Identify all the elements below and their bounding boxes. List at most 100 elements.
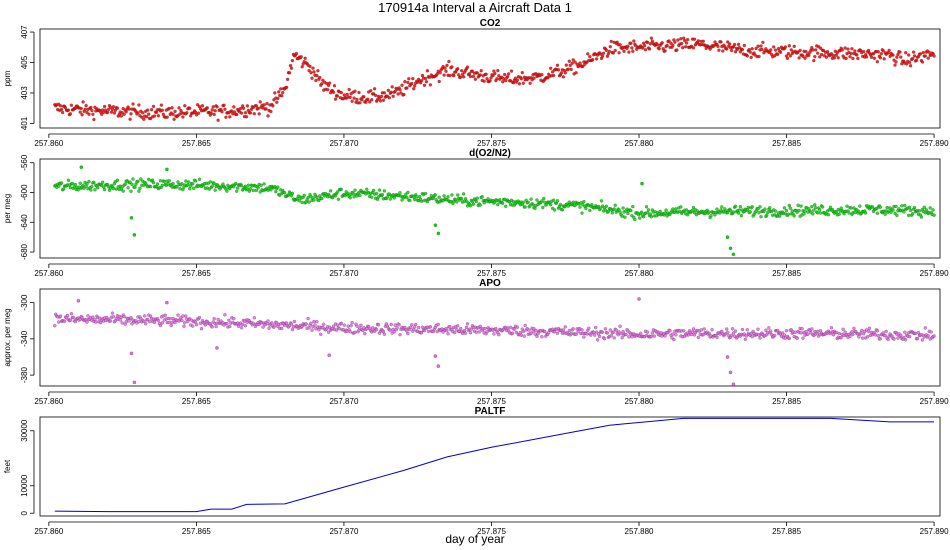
data-point bbox=[639, 210, 644, 214]
data-point bbox=[287, 71, 292, 75]
data-point bbox=[754, 46, 758, 51]
data-point bbox=[847, 211, 851, 215]
data-point bbox=[592, 330, 596, 335]
data-point bbox=[248, 111, 253, 115]
data-point bbox=[848, 334, 852, 338]
data-point bbox=[397, 323, 401, 327]
x-tick-label: 257.860 bbox=[34, 269, 63, 278]
data-point bbox=[549, 66, 553, 70]
data-point bbox=[152, 114, 157, 118]
data-point bbox=[131, 102, 135, 106]
data-point bbox=[904, 51, 908, 55]
data-point bbox=[824, 55, 829, 59]
data-point bbox=[275, 100, 279, 104]
data-point bbox=[381, 98, 386, 102]
data-point bbox=[608, 328, 612, 332]
data-point bbox=[468, 74, 473, 79]
data-point bbox=[859, 331, 863, 335]
data-point bbox=[169, 323, 173, 328]
data-point bbox=[604, 204, 609, 208]
data-point bbox=[90, 184, 94, 189]
data-point bbox=[474, 330, 478, 334]
data-point bbox=[649, 334, 654, 339]
data-point bbox=[456, 67, 460, 71]
data-point bbox=[563, 71, 567, 75]
data-point bbox=[312, 319, 316, 324]
data-point bbox=[269, 109, 273, 114]
data-point bbox=[240, 322, 245, 327]
x-tick-label: 257.860 bbox=[34, 139, 63, 148]
data-point bbox=[413, 197, 417, 202]
data-point bbox=[621, 206, 625, 210]
data-point bbox=[385, 195, 389, 199]
data-point bbox=[650, 331, 655, 335]
data-point bbox=[100, 183, 104, 188]
data-point bbox=[228, 324, 232, 329]
data-point bbox=[151, 104, 156, 109]
data-point bbox=[319, 332, 323, 336]
data-point bbox=[388, 328, 392, 332]
data-point bbox=[327, 353, 331, 357]
data-point bbox=[347, 87, 351, 92]
data-point bbox=[419, 331, 424, 335]
data-point bbox=[865, 335, 870, 339]
data-point bbox=[900, 204, 904, 208]
data-point bbox=[586, 52, 590, 56]
data-point bbox=[787, 44, 791, 48]
data-point bbox=[675, 48, 679, 52]
data-point bbox=[346, 191, 350, 196]
data-point bbox=[858, 204, 862, 208]
data-point bbox=[307, 200, 311, 204]
data-point bbox=[197, 177, 202, 181]
data-point bbox=[519, 77, 523, 81]
data-point bbox=[86, 314, 90, 318]
data-point bbox=[733, 329, 738, 333]
data-point bbox=[591, 58, 595, 62]
data-point bbox=[497, 74, 501, 78]
data-point bbox=[843, 46, 847, 50]
data-point bbox=[551, 73, 556, 78]
data-point bbox=[826, 213, 831, 217]
data-point bbox=[528, 81, 532, 85]
data-point bbox=[444, 69, 448, 73]
data-point bbox=[623, 215, 627, 219]
data-point bbox=[266, 114, 270, 118]
data-point bbox=[370, 326, 375, 330]
data-point bbox=[894, 204, 898, 209]
data-point bbox=[416, 325, 421, 330]
data-point bbox=[521, 81, 525, 85]
data-point bbox=[696, 39, 701, 43]
y-tick-label: 401 bbox=[20, 116, 29, 130]
data-point bbox=[622, 49, 626, 53]
data-point bbox=[348, 196, 352, 200]
data-point bbox=[320, 82, 324, 86]
data-point bbox=[506, 72, 511, 76]
data-point bbox=[549, 203, 553, 207]
data-point bbox=[178, 187, 182, 191]
data-point bbox=[437, 79, 441, 84]
data-point bbox=[310, 328, 314, 332]
data-point bbox=[256, 186, 260, 190]
data-point bbox=[406, 80, 410, 85]
data-point bbox=[731, 252, 736, 257]
data-point bbox=[803, 209, 807, 213]
data-point bbox=[912, 205, 917, 210]
data-point bbox=[692, 37, 697, 41]
data-point bbox=[750, 205, 754, 209]
data-point bbox=[194, 323, 199, 327]
data-point bbox=[311, 66, 315, 70]
data-point bbox=[267, 326, 271, 330]
y-axis-label: per meg bbox=[3, 194, 12, 223]
data-point bbox=[223, 313, 227, 317]
data-point bbox=[320, 196, 324, 201]
data-point bbox=[312, 198, 316, 202]
data-point bbox=[887, 48, 891, 53]
data-point bbox=[743, 337, 747, 342]
data-point bbox=[512, 327, 517, 331]
data-point bbox=[65, 313, 70, 318]
data-point bbox=[630, 335, 634, 339]
data-point bbox=[857, 209, 861, 214]
data-point bbox=[788, 54, 792, 58]
data-point bbox=[645, 330, 650, 334]
panel-2: APO approx. per meg 257.860 257.865 257.870 2… bbox=[3, 278, 949, 406]
